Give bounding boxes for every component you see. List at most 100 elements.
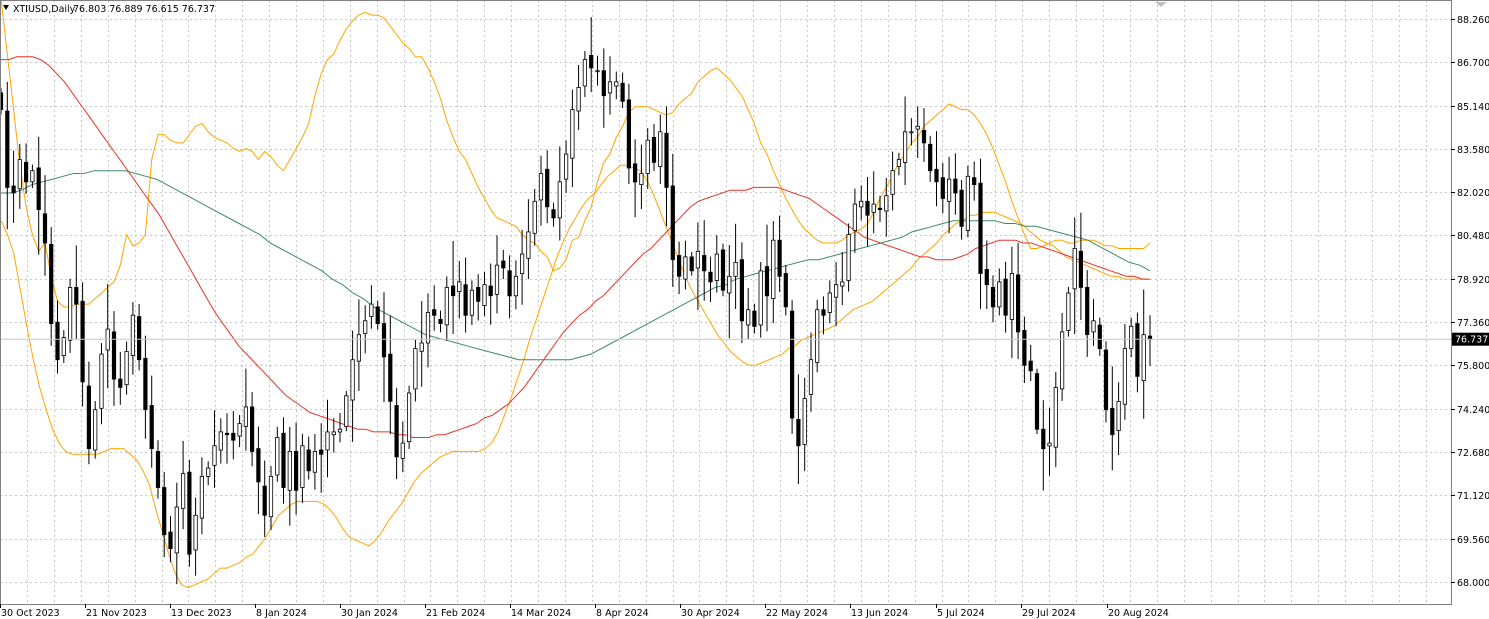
candle-bear <box>55 321 60 361</box>
candle-bull <box>915 125 920 130</box>
candle-bear <box>589 55 594 69</box>
candle-bear <box>783 273 788 308</box>
y-tick-label: 68.000 <box>1457 578 1489 589</box>
candle-bear <box>23 161 29 183</box>
y-tick-label: 82.020 <box>1457 188 1489 199</box>
candle-bear <box>155 450 161 488</box>
candle-bull <box>538 173 544 201</box>
candle-bull <box>30 170 35 183</box>
candle-bull <box>356 334 362 362</box>
candle-bear <box>375 306 380 324</box>
candle-bull <box>218 431 223 451</box>
candle-bear <box>256 448 261 483</box>
candle-bear <box>49 243 54 324</box>
candle-bull <box>444 286 449 326</box>
candle-bull <box>1053 387 1058 448</box>
candle-bear <box>231 432 236 441</box>
x-tick-label: 21 Feb 2024 <box>426 608 485 619</box>
candle-bear <box>136 316 142 361</box>
indicator-layer <box>0 0 1151 589</box>
candle-bear <box>777 239 782 277</box>
moving-average-slow-line <box>1 170 1151 361</box>
candle-bull <box>695 250 701 269</box>
candle-bull <box>331 431 336 436</box>
candle-bull <box>275 437 280 476</box>
candle-bear <box>545 168 550 208</box>
y-tick-label: 83.580 <box>1457 145 1489 156</box>
candle-bull <box>199 475 204 519</box>
y-tick-label: 72.680 <box>1457 448 1489 459</box>
candle-bull <box>834 284 839 298</box>
y-tick-label: 85.140 <box>1457 102 1489 113</box>
candle-bear <box>1078 250 1083 288</box>
candle-bear <box>689 256 694 272</box>
candle-bull <box>595 70 600 73</box>
candle-bull <box>846 234 851 281</box>
candle-bear <box>432 309 437 316</box>
time-axis[interactable]: 30 Oct 2023 21 Nov 2023 13 Dec 2023 8 Jan 2… <box>0 604 1169 619</box>
candle-bear <box>601 70 606 97</box>
candle-bear <box>1103 349 1109 411</box>
candle-bear <box>1135 323 1140 377</box>
candle-bear <box>959 189 964 227</box>
candle-bull <box>68 286 73 341</box>
price-axis[interactable]: 88.260 86.700 85.140 83.580 82.020 80.480 78.9… <box>1451 15 1489 589</box>
ohlc-label: 76.803 76.889 76.615 76.737 <box>73 4 215 15</box>
candle-bull <box>733 261 738 277</box>
x-tick-label: 30 Apr 2024 <box>681 608 740 619</box>
candle-bull <box>243 406 248 427</box>
candle-bull <box>469 289 475 316</box>
candle-bear <box>224 432 230 436</box>
y-tick-label: 80.480 <box>1457 231 1489 242</box>
candle-bear <box>790 310 795 419</box>
shift-marker-icon[interactable] <box>1155 2 1167 7</box>
collapse-triangle-icon[interactable] <box>3 5 9 10</box>
candle-bear <box>934 168 939 183</box>
candle-bull <box>582 59 588 87</box>
candle-bear <box>507 270 512 297</box>
candle-bear <box>551 209 556 219</box>
candle-bear <box>388 353 393 402</box>
candle-bull <box>93 409 98 451</box>
candle-bear <box>476 286 481 302</box>
candle-bull <box>909 131 914 134</box>
x-tick-label: 20 Aug 2024 <box>1108 608 1169 619</box>
candle-bull <box>494 264 500 295</box>
candle-bull <box>802 398 807 445</box>
candle-bear <box>702 255 707 272</box>
candle-layer <box>0 17 1153 585</box>
candle-bear <box>249 406 255 452</box>
candle-bull <box>17 159 22 190</box>
candle-bull <box>237 423 242 437</box>
candle-bear <box>111 331 117 380</box>
candle-bull <box>287 450 292 491</box>
candle-bear <box>381 323 387 358</box>
candle-bull <box>268 475 274 518</box>
candle-bear <box>488 285 493 297</box>
candle-bull <box>1122 348 1127 405</box>
candle-bull <box>639 173 644 186</box>
candle-bear <box>764 266 770 297</box>
candle-bull <box>193 514 198 551</box>
candle-bear <box>1041 428 1046 450</box>
candle-bull <box>406 392 412 442</box>
candle-bear <box>162 487 167 536</box>
candle-bull <box>1091 320 1096 333</box>
candle-bull <box>180 473 186 509</box>
candle-bull <box>400 442 405 459</box>
candle-bear <box>306 449 311 472</box>
candle-bear <box>633 163 638 183</box>
y-tick-label: 88.260 <box>1457 15 1489 26</box>
candle-bull <box>419 342 424 352</box>
candle-bull <box>300 445 305 488</box>
candle-bear <box>1034 373 1040 430</box>
candle-bear <box>501 260 506 269</box>
x-tick-label: 14 Mar 2024 <box>511 608 571 619</box>
candle-bear <box>972 177 977 185</box>
candle-bull <box>614 81 619 87</box>
candle-bull <box>532 200 537 234</box>
candle-bull <box>884 195 889 212</box>
candle-bull <box>61 337 66 357</box>
bollinger-lower-line <box>0 164 1150 589</box>
